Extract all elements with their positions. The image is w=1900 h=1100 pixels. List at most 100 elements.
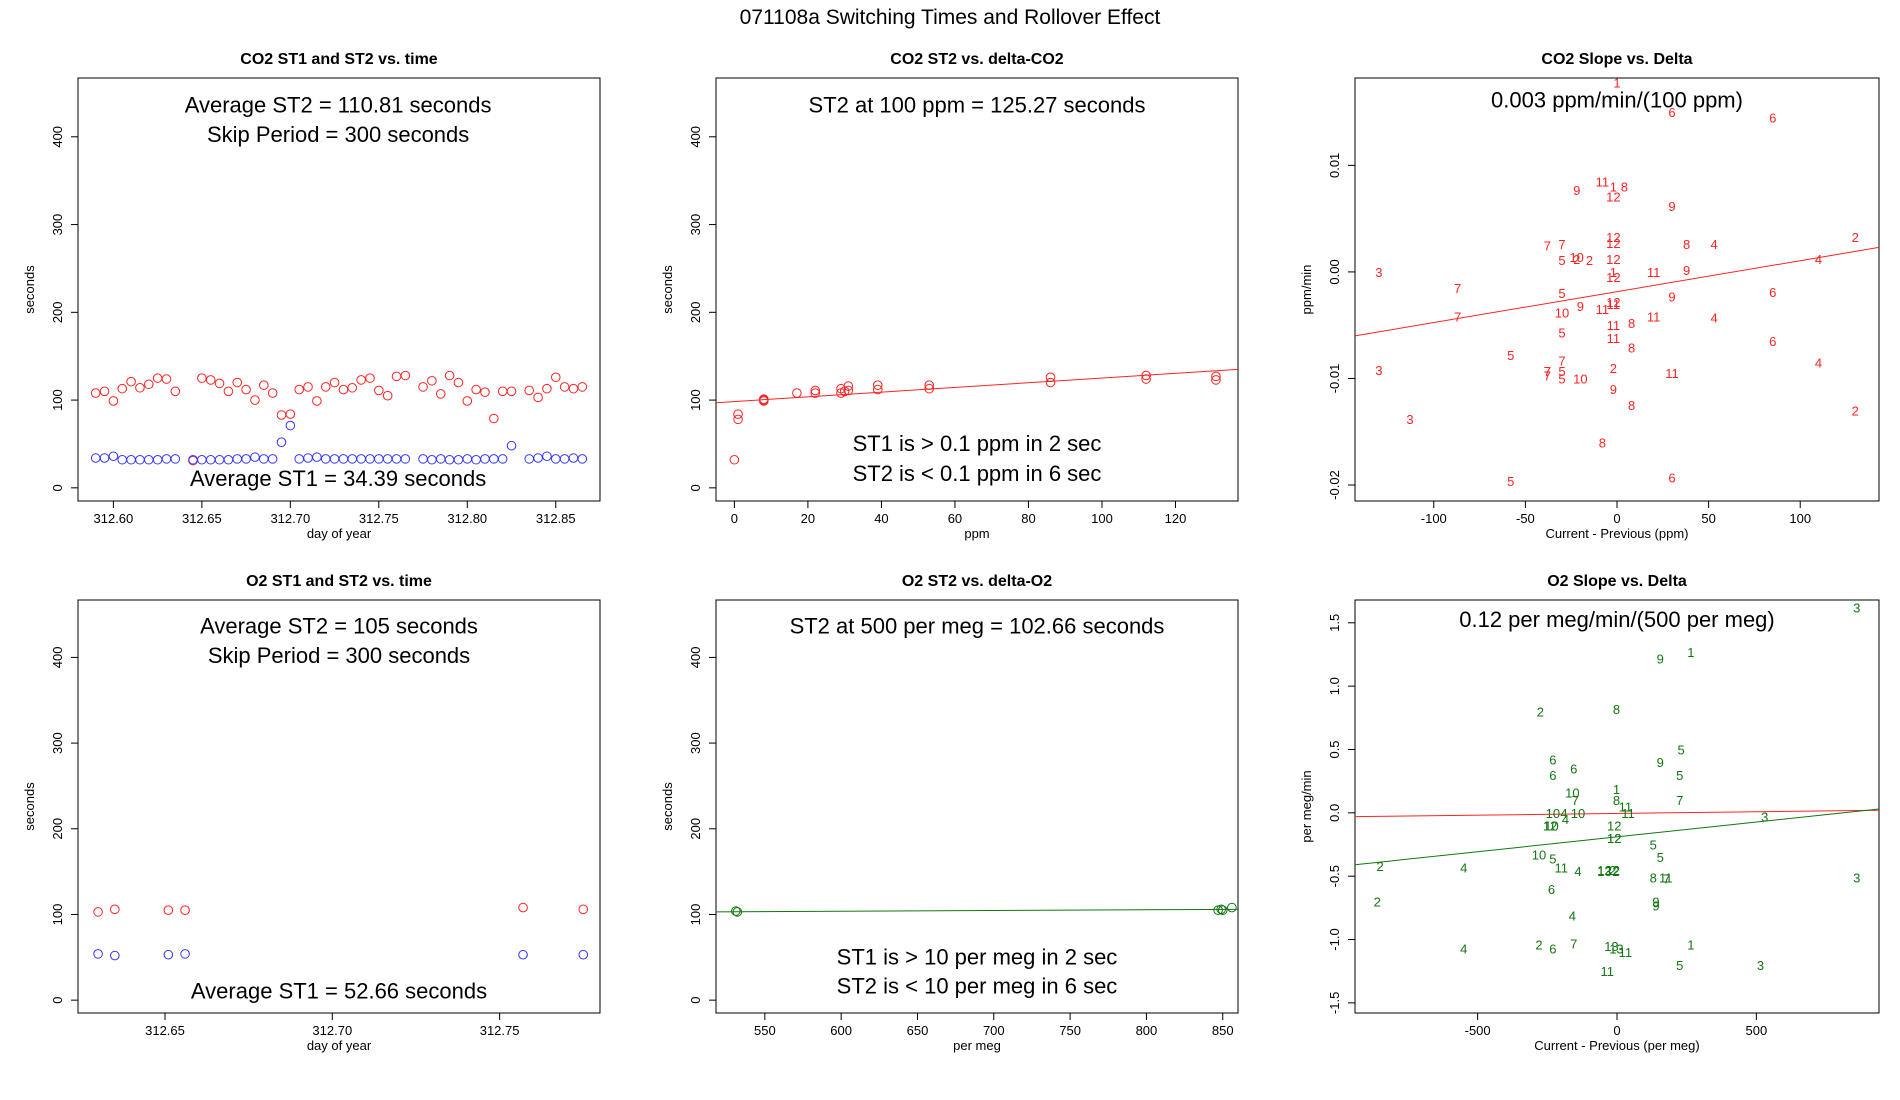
data-point <box>542 451 552 462</box>
data-point <box>843 381 854 391</box>
chart-panel-p1: CO2 ST1 and ST2 vs. time 312.60 312.65 312.… <box>22 51 601 541</box>
data-point-label: 6 <box>1769 334 1776 349</box>
chart-panel-p4: O2 ST1 and ST2 vs. time 312.65 312.70 312.7… <box>22 573 601 1053</box>
data-point <box>320 454 331 464</box>
x-axis-label: day of year <box>307 526 372 541</box>
data-point-label: 11 <box>1555 860 1569 875</box>
data-point-label: 1 <box>1613 75 1620 90</box>
data-point <box>810 385 821 396</box>
data-point-label: 3 <box>1853 601 1860 616</box>
x-tick-label: 0 <box>731 511 738 526</box>
y-axis-label: seconds <box>660 265 675 314</box>
data-point <box>758 396 769 406</box>
data-point <box>462 454 473 464</box>
data-point <box>471 454 481 465</box>
data-point-label: 7 <box>1570 936 1577 951</box>
data-point <box>205 375 216 385</box>
panel-annotation: 0.003 ppm/min/(100 ppm) <box>1491 87 1743 112</box>
y-tick-label: 200 <box>688 301 703 323</box>
data-point-label: 10 <box>1569 250 1583 265</box>
data-point-label: 9 <box>1657 755 1664 770</box>
x-tick-label: 80 <box>1021 511 1035 526</box>
data-point-label: 6 <box>1549 768 1556 783</box>
data-point <box>533 453 543 463</box>
plot-area <box>716 902 1238 917</box>
data-point-label: 10 <box>1555 305 1569 320</box>
data-point <box>143 454 154 465</box>
y-tick-label: -1.5 <box>1327 992 1342 1014</box>
data-point <box>1211 371 1221 382</box>
data-point-label: 8 <box>1650 870 1657 885</box>
data-point-label: 4 <box>1710 237 1717 252</box>
data-point <box>578 904 589 915</box>
data-point-label: 13 <box>1609 941 1623 956</box>
data-point <box>99 453 110 463</box>
data-point-label: 6 <box>1549 941 1556 956</box>
data-point-label: 4 <box>1569 908 1576 923</box>
data-point-label: 8 <box>1628 316 1635 331</box>
data-point-label: 9 <box>1683 263 1690 278</box>
data-point <box>577 454 588 464</box>
data-point-label: 5 <box>1558 326 1565 341</box>
data-point-label: 5 <box>1507 474 1514 489</box>
data-point-label: 6 <box>1549 753 1556 768</box>
data-point <box>258 380 269 390</box>
data-point-label: 3 <box>1406 412 1413 427</box>
data-point-label: 5 <box>1558 286 1565 301</box>
data-point <box>117 383 128 394</box>
data-point-label: 2 <box>1537 704 1544 719</box>
data-point <box>471 384 481 395</box>
data-point <box>924 380 935 390</box>
data-point-label: 7 <box>1454 281 1461 296</box>
data-point <box>276 437 287 448</box>
data-point <box>453 454 464 465</box>
x-tick-label: 120 <box>1165 511 1187 526</box>
data-point <box>117 454 128 465</box>
data-point-label: 12 <box>1606 270 1620 285</box>
panel-annotation: 0.12 per meg/min/(500 per meg) <box>1459 607 1775 632</box>
data-point <box>568 453 579 463</box>
data-point <box>391 371 402 382</box>
y-tick-label: -0.02 <box>1327 470 1342 500</box>
data-point-label: 4 <box>1815 355 1822 370</box>
fit-line <box>1355 246 1879 337</box>
data-point <box>303 453 313 463</box>
data-point <box>506 440 517 451</box>
x-axis-label: day of year <box>307 1038 372 1053</box>
data-point <box>214 454 225 465</box>
data-point <box>356 375 366 385</box>
data-point-label: 4 <box>1710 311 1717 326</box>
data-point-label: 3 <box>1761 810 1768 825</box>
data-point-label: 11 <box>1621 806 1635 821</box>
y-tick-label: 100 <box>688 389 703 411</box>
data-point-label: 12 <box>1607 831 1621 846</box>
data-point-label: 8 <box>1683 237 1690 252</box>
data-point-label: 11 <box>1607 331 1621 346</box>
data-point <box>559 382 570 392</box>
data-point-label: 9 <box>1657 651 1664 666</box>
panels-container: CO2 ST1 and ST2 vs. time 312.60 312.65 312.… <box>22 51 1880 1053</box>
data-point <box>382 454 393 464</box>
data-point-label: 10 <box>1565 786 1579 801</box>
data-point <box>356 454 366 464</box>
data-point <box>843 385 854 396</box>
y-tick-label: 0.00 <box>1327 259 1342 284</box>
data-point <box>444 370 455 381</box>
x-axis-label: per meg <box>953 1038 1001 1053</box>
data-point-label: 9 <box>1668 289 1675 304</box>
y-tick-label: 300 <box>50 214 65 236</box>
data-point-label: 9 <box>1573 183 1580 198</box>
data-point-label: 4 <box>1562 812 1569 827</box>
data-point <box>108 451 119 462</box>
panel-title: O2 Slope vs. Delta <box>1547 573 1687 590</box>
data-point-label: 9 <box>1668 199 1675 214</box>
plot-frame <box>1354 77 1880 502</box>
data-point <box>110 904 120 915</box>
x-tick-label: 550 <box>754 1023 776 1038</box>
y-axis-label: seconds <box>22 265 37 314</box>
data-point <box>518 949 528 960</box>
data-point-label: 8 <box>1613 702 1620 717</box>
data-point-label: 9 <box>1652 898 1659 913</box>
data-point <box>480 454 490 464</box>
